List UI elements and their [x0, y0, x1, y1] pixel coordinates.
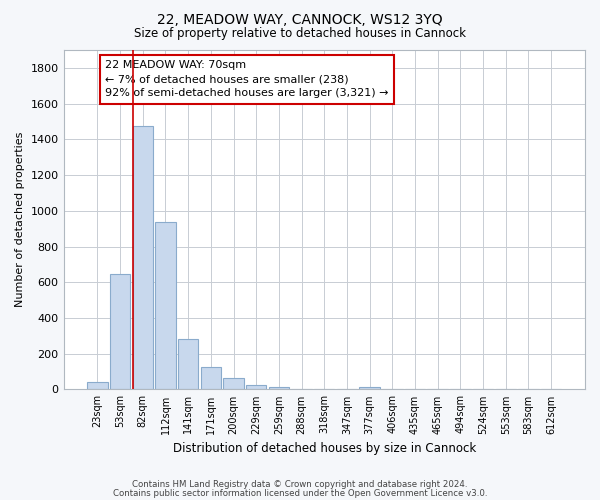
Bar: [178, 338, 199, 390]
Text: 22 MEADOW WAY: 70sqm
← 7% of detached houses are smaller (238)
92% of semi-detac: 22 MEADOW WAY: 70sqm ← 7% of detached ho…: [105, 60, 389, 98]
Bar: [223, 378, 244, 390]
Bar: [133, 126, 153, 390]
Bar: [87, 382, 107, 390]
Bar: [246, 385, 266, 390]
Bar: [200, 366, 221, 390]
Text: Contains public sector information licensed under the Open Government Licence v3: Contains public sector information licen…: [113, 488, 487, 498]
Text: Contains HM Land Registry data © Crown copyright and database right 2024.: Contains HM Land Registry data © Crown c…: [132, 480, 468, 489]
X-axis label: Distribution of detached houses by size in Cannock: Distribution of detached houses by size …: [173, 442, 476, 455]
Bar: [155, 222, 176, 390]
Text: 22, MEADOW WAY, CANNOCK, WS12 3YQ: 22, MEADOW WAY, CANNOCK, WS12 3YQ: [157, 12, 443, 26]
Y-axis label: Number of detached properties: Number of detached properties: [15, 132, 25, 308]
Bar: [269, 387, 289, 390]
Bar: [110, 274, 130, 390]
Text: Size of property relative to detached houses in Cannock: Size of property relative to detached ho…: [134, 28, 466, 40]
Bar: [359, 387, 380, 390]
